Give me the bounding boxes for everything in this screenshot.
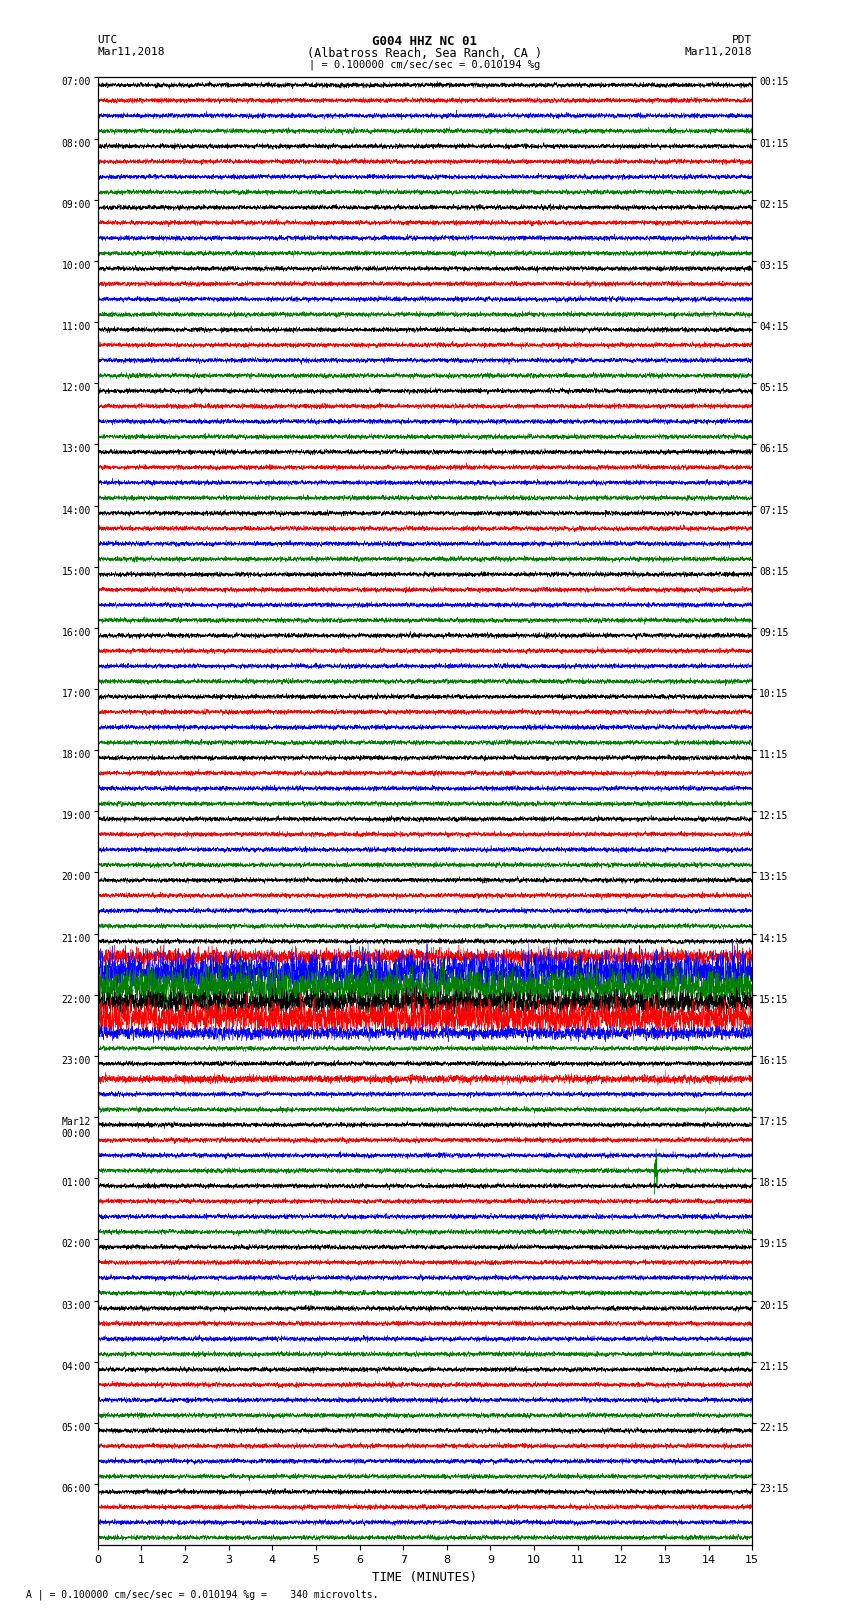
Text: | = 0.100000 cm/sec/sec = 0.010194 %g: | = 0.100000 cm/sec/sec = 0.010194 %g xyxy=(309,60,541,71)
Text: (Albatross Reach, Sea Ranch, CA ): (Albatross Reach, Sea Ranch, CA ) xyxy=(308,47,542,60)
Text: Mar11,2018: Mar11,2018 xyxy=(98,47,165,56)
Text: A | = 0.100000 cm/sec/sec = 0.010194 %g =    340 microvolts.: A | = 0.100000 cm/sec/sec = 0.010194 %g … xyxy=(26,1589,378,1600)
Text: UTC: UTC xyxy=(98,35,118,45)
Text: Mar11,2018: Mar11,2018 xyxy=(685,47,752,56)
Text: PDT: PDT xyxy=(732,35,752,45)
Text: G004 HHZ NC 01: G004 HHZ NC 01 xyxy=(372,35,478,48)
X-axis label: TIME (MINUTES): TIME (MINUTES) xyxy=(372,1571,478,1584)
